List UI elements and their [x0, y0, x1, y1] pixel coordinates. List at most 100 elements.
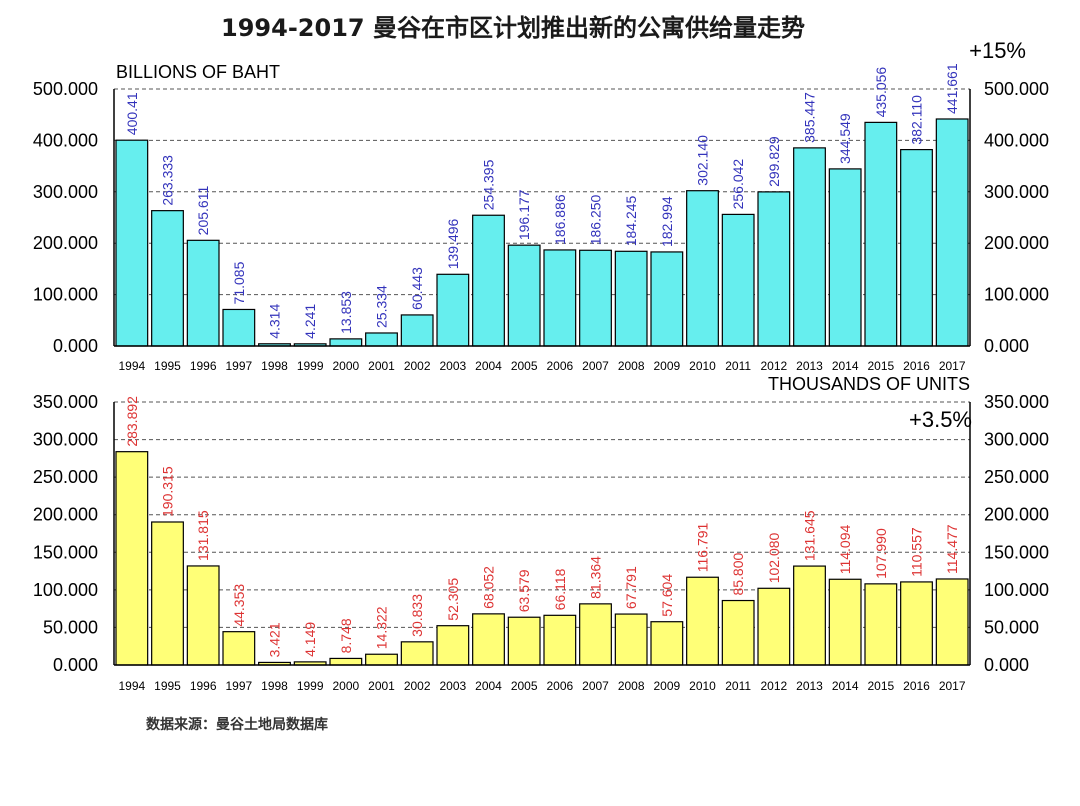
bottom-value-label: 67.791 [623, 566, 639, 609]
bottom-value-label: 57.604 [659, 574, 675, 617]
bottom-category-label: 2007 [582, 679, 609, 693]
bottom-ytick-right: 250.000 [984, 467, 1049, 487]
top-growth-label: +15% [969, 38, 1026, 63]
bottom-bar-2002 [400, 641, 434, 666]
top-ytick-left: 300.000 [33, 182, 98, 202]
bottom-bar-2003 [436, 625, 470, 666]
top-category-label: 1996 [190, 359, 217, 373]
bottom-bar-1994 [115, 451, 149, 666]
top-value-label: 302.140 [695, 135, 711, 186]
bottom-category-label: 1994 [118, 679, 145, 693]
bottom-value-label: 81.364 [588, 556, 604, 599]
top-ytick-right: 300.000 [984, 182, 1049, 202]
bottom-bar-2016 [900, 581, 933, 666]
top-ytick-left: 400.000 [33, 130, 98, 150]
top-category-label: 2003 [439, 359, 466, 373]
top-bar-2002 [400, 314, 434, 347]
bottom-category-label: 1997 [225, 679, 252, 693]
top-category-label: 2006 [546, 359, 573, 373]
top-ytick-right: 400.000 [984, 130, 1049, 150]
top-value-label: 4.241 [302, 304, 318, 339]
bottom-value-label: 131.645 [802, 510, 818, 561]
bottom-category-label: 2013 [796, 679, 823, 693]
top-bar-2012 [757, 191, 791, 347]
top-value-label: 256.042 [730, 159, 746, 210]
top-bar-2001 [365, 332, 398, 347]
top-category-label: 2007 [582, 359, 609, 373]
top-value-label: 263.333 [160, 155, 176, 206]
bottom-value-label: 4.149 [302, 622, 318, 657]
top-category-label: 1997 [225, 359, 252, 373]
bottom-ytick-left: 350.000 [33, 392, 98, 412]
bottom-bar-2009 [650, 621, 684, 666]
top-bar-1995 [151, 210, 184, 347]
bottom-value-label: 52.305 [445, 578, 461, 621]
bottom-category-label: 2002 [404, 679, 431, 693]
top-bar-2015 [864, 121, 898, 347]
top-category-label: 2009 [653, 359, 680, 373]
bottom-value-label: 44.353 [231, 584, 247, 627]
top-value-label: 182.994 [659, 196, 675, 247]
top-bar-2013 [793, 147, 826, 347]
bottom-ytick-right: 100.000 [984, 580, 1049, 600]
top-bar-2014 [828, 168, 862, 347]
top-ytick-right: 100.000 [984, 285, 1049, 305]
bottom-value-label: 63.579 [516, 569, 532, 612]
top-value-label: 344.549 [837, 113, 853, 164]
source-note: 数据来源：曼谷土地局数据库 [146, 717, 328, 733]
bottom-growth-label: +3.5% [909, 407, 972, 432]
top-category-label: 2008 [618, 359, 645, 373]
bottom-value-label: 116.791 [695, 522, 711, 572]
bottom-bar-2010 [686, 576, 719, 666]
bottom-bar-2007 [579, 603, 612, 666]
bottom-bar-2014 [828, 578, 862, 666]
top-ytick-left: 100.000 [33, 285, 98, 305]
top-bar-1996 [186, 239, 220, 347]
top-value-label: 186.250 [588, 194, 604, 245]
bottom-category-label: 2016 [903, 679, 930, 693]
bottom-value-label: 3.421 [267, 622, 283, 657]
top-bar-2011 [721, 213, 755, 347]
bottom-bar-2008 [614, 613, 648, 666]
bottom-bar-1996 [186, 565, 220, 666]
top-value-label: 4.314 [267, 304, 283, 339]
top-value-label: 435.056 [873, 67, 889, 118]
bottom-category-label: 1998 [261, 679, 288, 693]
top-value-label: 400.41 [124, 92, 140, 135]
bottom-value-label: 114.477 [944, 524, 960, 574]
bottom-ytick-right: 50.000 [984, 617, 1039, 637]
bottom-bar-2013 [793, 565, 826, 666]
top-category-label: 2015 [867, 359, 894, 373]
top-chart-baht: 0.000 0.000 100.000 100.000 200.000 200.000 30… [33, 38, 1049, 373]
bottom-category-label: 2000 [332, 679, 359, 693]
top-value-label: 60.443 [409, 267, 425, 310]
bottom-ytick-right: 350.000 [984, 392, 1049, 412]
bottom-bar-1997 [222, 631, 256, 666]
top-category-label: 2011 [725, 359, 751, 373]
bottom-category-label: 2003 [439, 679, 466, 693]
top-value-label: 186.886 [552, 194, 568, 245]
top-value-label: 13.853 [338, 291, 354, 334]
top-ytick-right: 0.000 [984, 336, 1029, 356]
top-category-label: 1998 [261, 359, 288, 373]
top-value-label: 385.447 [802, 92, 818, 143]
top-category-label: 2004 [475, 359, 502, 373]
top-value-label: 139.496 [445, 218, 461, 269]
bottom-ytick-right: 200.000 [984, 505, 1049, 525]
bottom-value-label: 107.990 [873, 528, 889, 579]
top-bar-2010 [686, 190, 719, 347]
bottom-bar-2011 [721, 599, 755, 666]
top-ytick-left: 200.000 [33, 233, 98, 253]
bottom-ytick-left: 250.000 [33, 467, 98, 487]
top-category-label: 2002 [404, 359, 431, 373]
bottom-category-label: 1995 [154, 679, 181, 693]
bottom-value-label: 85.800 [730, 552, 746, 595]
top-ytick-left: 500.000 [33, 79, 98, 99]
bottom-value-label: 66.118 [552, 568, 568, 610]
top-value-label: 25.334 [374, 285, 390, 328]
bottom-ytick-left: 200.000 [33, 505, 98, 525]
top-bar-2005 [507, 244, 541, 347]
top-value-label: 196.177 [516, 189, 532, 240]
bottom-bar-2004 [472, 613, 505, 666]
top-bar-2016 [900, 148, 933, 347]
